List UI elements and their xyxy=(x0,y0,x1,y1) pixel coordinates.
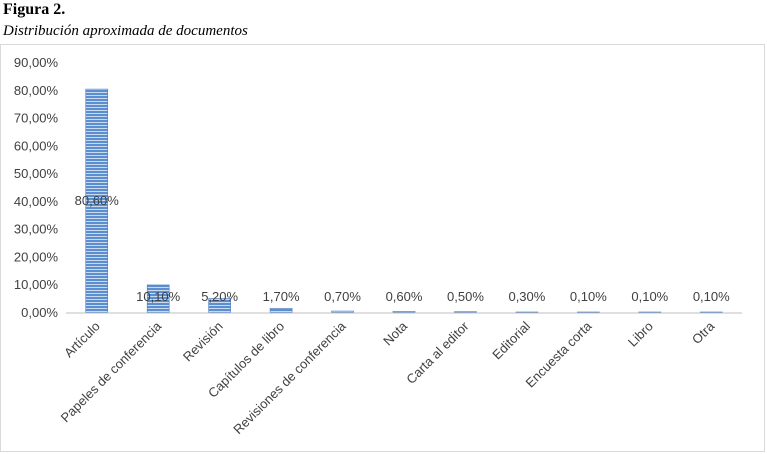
category-label: Nota xyxy=(380,318,411,349)
bars xyxy=(85,88,723,314)
category-label: Carta al editor xyxy=(403,318,472,387)
category-label: Revisiones de conferencia xyxy=(230,318,349,437)
category-label: Papeles de conferencia xyxy=(58,318,165,425)
data-label: 0,10% xyxy=(570,289,607,304)
data-label: 0,30% xyxy=(508,289,545,304)
figure-caption: Distribución aproximada de documentos xyxy=(3,23,248,39)
data-label: 0,50% xyxy=(447,289,484,304)
y-tick-label: 10,00% xyxy=(14,277,59,292)
y-tick-label: 40,00% xyxy=(14,194,59,209)
chart-frame xyxy=(0,44,765,452)
data-label: 5,20% xyxy=(201,289,238,304)
category-label: Editorial xyxy=(489,318,533,362)
data-label: 0,10% xyxy=(631,289,668,304)
data-label: 1,70% xyxy=(263,289,300,304)
data-label: 0,60% xyxy=(386,289,423,304)
y-tick-label: 0,00% xyxy=(21,305,58,320)
data-label: 0,70% xyxy=(324,289,361,304)
data-label: 80,60% xyxy=(75,193,120,208)
y-tick-label: 30,00% xyxy=(14,222,59,237)
category-label: Encuesta corta xyxy=(523,318,595,390)
y-tick-label: 80,00% xyxy=(14,83,59,98)
data-label: 10,10% xyxy=(136,289,181,304)
y-axis-ticks: 0,00% 10,00% 20,00% 30,00% 40,00% 50,00% 60,00… xyxy=(14,55,59,320)
y-tick-label: 90,00% xyxy=(14,55,59,70)
y-tick-label: 60,00% xyxy=(14,138,59,153)
category-label: Revisión xyxy=(180,319,226,365)
data-label: 0,10% xyxy=(693,289,730,304)
y-tick-label: 20,00% xyxy=(14,249,59,264)
bar xyxy=(269,307,293,314)
figure-label: Figura 2. xyxy=(3,1,66,18)
y-tick-label: 70,00% xyxy=(14,111,59,126)
data-labels: 80,60% 10,10% 5,20% 1,70% 0,70% 0,60% 0,50% 0,3… xyxy=(75,193,730,304)
category-label: Libro xyxy=(625,319,656,350)
category-label: Otra xyxy=(689,318,718,347)
category-label: Artículo xyxy=(61,319,103,361)
y-tick-label: 50,00% xyxy=(14,166,59,181)
